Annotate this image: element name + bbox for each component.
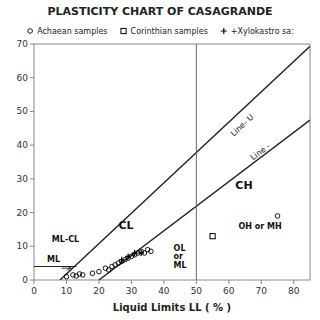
data-point (80, 273, 85, 278)
legend-entry: Corinthian samples (131, 27, 208, 36)
y-tick (30, 212, 34, 213)
x-tick (163, 280, 164, 284)
data-point (97, 269, 102, 274)
chart: PLASTICITY CHART OF CASAGRANDE 0 10 20 30 40 5… (0, 0, 320, 320)
x-tick (293, 280, 294, 284)
x-tick (131, 280, 132, 284)
data-point (90, 271, 95, 276)
data-point (125, 253, 131, 259)
reference-line (34, 266, 76, 267)
x-tick (66, 280, 67, 284)
zone-label: OH or MH (239, 222, 282, 231)
x-tick-label: 0 (31, 286, 37, 296)
x-tick-label: 20 (93, 286, 105, 296)
x-tick-label: 40 (158, 286, 170, 296)
arrow (62, 268, 72, 269)
plot-frame (34, 44, 310, 280)
x-tick-label: 60 (223, 286, 235, 296)
zone-label: Line - (249, 142, 272, 163)
reference-line (60, 46, 310, 280)
zone-label: Line- U (229, 113, 256, 139)
x-tick-label: 80 (288, 286, 300, 296)
vertical-line (196, 44, 197, 280)
y-tick (30, 145, 34, 146)
y-tick-label: 0 (22, 275, 28, 285)
x-tick (34, 280, 35, 284)
y-tick-label: 70 (17, 39, 29, 49)
x-tick-label: 50 (191, 286, 203, 296)
x-tick-label: 10 (61, 286, 73, 296)
y-tick-label: 40 (17, 140, 29, 150)
zone-label: ML (47, 255, 60, 264)
y-tick-label: 10 (17, 241, 29, 251)
y-tick (30, 111, 34, 112)
data-point (138, 250, 144, 256)
legend-swatch (221, 28, 227, 34)
x-axis-label: Liquid Limits LL ( % ) (113, 302, 231, 313)
x-tick-label: 70 (256, 286, 268, 296)
y-tick (30, 44, 34, 45)
zone-label: OLorML (174, 243, 187, 270)
zone-label: CH (235, 179, 252, 192)
x-tick (228, 280, 229, 284)
y-tick (30, 246, 34, 247)
zone-label: CL (118, 219, 133, 232)
y-tick (30, 178, 34, 179)
x-tick-label: 30 (126, 286, 138, 296)
data-point (64, 274, 69, 279)
x-tick (98, 280, 99, 284)
data-point (132, 250, 138, 256)
x-tick (261, 280, 262, 284)
title: PLASTICITY CHART OF CASAGRANDE (47, 5, 272, 18)
x-tick (196, 280, 197, 284)
y-tick-label: 60 (17, 73, 29, 83)
zone-label: ML-CL (52, 235, 79, 244)
data-point (119, 257, 125, 263)
legend-entry: +Xylokastro sa: (231, 27, 294, 36)
y-tick (30, 77, 34, 78)
y-tick-label: 30 (17, 174, 29, 184)
legend-swatch (28, 29, 33, 34)
y-tick-label: 20 (17, 208, 29, 218)
plot-area (34, 44, 310, 280)
data-point (275, 214, 280, 219)
data-point (210, 234, 215, 239)
y-tick (30, 280, 34, 281)
y-tick-label: 50 (17, 106, 29, 116)
data-point (149, 249, 154, 254)
legend: Achaean samples Corinthian samples +Xyloka… (28, 27, 294, 36)
legend-swatch (121, 28, 126, 33)
legend-entry: Achaean samples (37, 27, 107, 36)
